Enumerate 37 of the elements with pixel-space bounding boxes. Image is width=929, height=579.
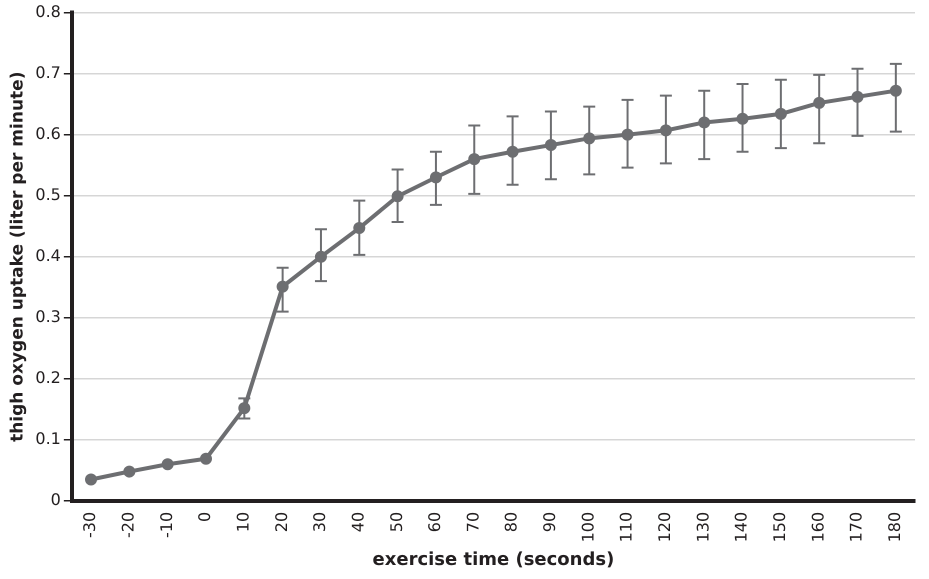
x-tick-label: 110	[616, 512, 636, 542]
y-tick-label: 0.7	[35, 62, 61, 82]
point	[123, 466, 136, 478]
x-tick-label: 170	[846, 512, 866, 542]
x-tick-label: 80	[502, 512, 521, 532]
x-tick-label: 130	[693, 512, 712, 542]
x-tick-label: 20	[272, 512, 291, 532]
x-tick-label: 70	[463, 512, 482, 532]
x-axis-title: exercise time (seconds)	[372, 548, 614, 570]
y-tick-label: 0.8	[35, 2, 61, 21]
y-axis-title: thigh oxygen uptake (liter per minute)	[8, 72, 28, 442]
y-tick-label: 0.4	[35, 246, 61, 265]
y-tick-label: 0.6	[35, 124, 61, 143]
y-tick-label: 0.1	[35, 428, 61, 448]
x-tick-label: 30	[310, 512, 330, 532]
x-tick-label: 10	[233, 512, 252, 532]
y-tick-label: 0.3	[35, 306, 61, 326]
x-tick-label: 60	[425, 512, 444, 532]
x-tick-label: -10	[156, 512, 176, 538]
point	[85, 474, 98, 486]
x-tick-label: 140	[732, 512, 751, 542]
point	[200, 452, 212, 465]
x-tick-label: 40	[348, 512, 368, 532]
x-tick-label: 150	[770, 512, 790, 542]
y-tick-label: 0	[50, 490, 61, 510]
x-tick-label: -30	[80, 512, 100, 538]
x-tick-label: 120	[655, 512, 674, 542]
x-tick-label: 90	[540, 512, 560, 532]
x-tick-label: 180	[884, 512, 904, 542]
y-tick-label: 0.5	[35, 184, 61, 204]
x-tick-label: 160	[808, 512, 828, 542]
x-tick-label: -20	[118, 512, 138, 538]
x-tick-label: 50	[386, 512, 406, 532]
point	[162, 458, 174, 470]
x-tick-label: 100	[578, 512, 598, 542]
x-tick-label: 0	[195, 512, 214, 522]
y-tick-label: 0.2	[35, 368, 61, 387]
